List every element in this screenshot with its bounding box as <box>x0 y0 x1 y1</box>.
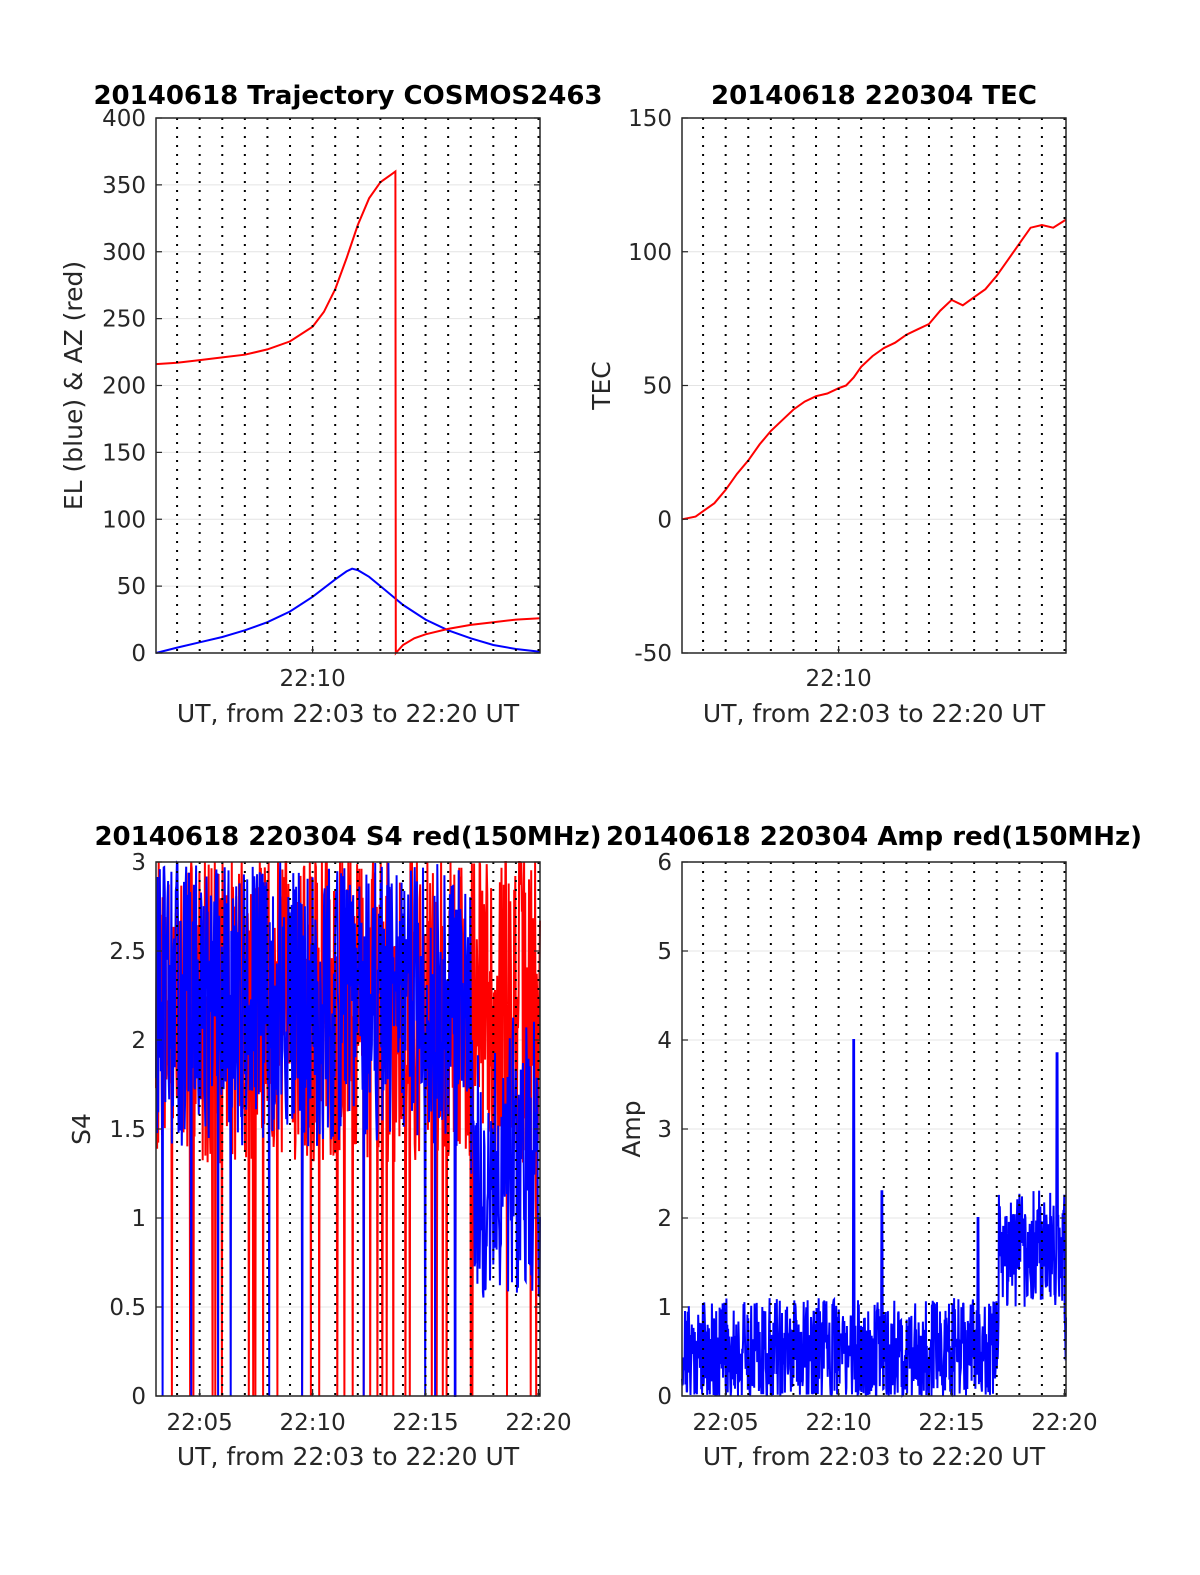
chart-panel-2: -50 0 50 100 150 22:10 20140618 220304 TEC UT, … <box>587 81 1067 728</box>
x-tick-label: 22:05 <box>167 1410 233 1436</box>
chart-title: 20140618 220304 S4 red(150MHz) <box>94 822 601 852</box>
chart-panel-3: 0 0.5 1 1.5 2 2.5 3 22:05 22:10 22:15 22:20 2014061… <box>67 822 602 1471</box>
y-tick-label: 2.5 <box>109 939 146 965</box>
y-axis-label: TEC <box>587 361 616 411</box>
x-tick-label: 22:10 <box>805 1410 871 1436</box>
y-tick-label: 1 <box>657 1295 672 1321</box>
data-series-2 <box>155 860 541 1397</box>
x-axis-label: UT, from 22:03 to 22:20 UT <box>177 699 520 728</box>
x-tick-label: 22:10 <box>279 1410 345 1436</box>
y-tick-label: 0 <box>131 1384 146 1410</box>
chart-title: 20140618 220304 TEC <box>711 81 1037 111</box>
x-axis-label: UT, from 22:03 to 22:20 UT <box>177 1442 520 1471</box>
x-tick-label: 22:15 <box>392 1410 458 1436</box>
y-tick-label: 5 <box>657 939 672 965</box>
x-tick-label: 22:10 <box>279 666 345 692</box>
chart-panel-4: 0 1 2 3 4 5 6 22:05 22:10 22:15 22:20 20140618 2203… <box>606 822 1142 1471</box>
data-series-2 <box>155 169 541 656</box>
x-tick-label: 22:10 <box>805 666 871 692</box>
y-tick-label: 150 <box>102 440 146 466</box>
data-series-1 <box>681 1039 1067 1398</box>
y-tick-label: 100 <box>102 507 146 533</box>
y-tick-label: 0 <box>131 641 146 667</box>
y-axis-label: EL (blue) & AZ (red) <box>59 261 88 510</box>
y-tick-label: 4 <box>657 1028 672 1054</box>
chart-title: 20140618 Trajectory COSMOS2463 <box>93 81 602 111</box>
y-axis-label: S4 <box>67 1113 96 1145</box>
y-tick-label: 2 <box>131 1028 146 1054</box>
y-tick-label: 1 <box>131 1206 146 1232</box>
x-tick-label: 22:05 <box>693 1410 759 1436</box>
data-series-1 <box>681 218 1067 521</box>
y-tick-label: 0 <box>657 1384 672 1410</box>
x-tick-label: 22:20 <box>505 1410 571 1436</box>
y-tick-label: 0 <box>657 507 672 533</box>
y-tick-label: 2 <box>657 1206 672 1232</box>
y-tick-label: 0.5 <box>109 1295 146 1321</box>
x-axis-label: UT, from 22:03 to 22:20 UT <box>703 1442 1046 1471</box>
x-tick-label: 22:15 <box>918 1410 984 1436</box>
y-tick-label: 250 <box>102 307 146 333</box>
y-tick-label: 150 <box>628 106 672 132</box>
data-series-1 <box>155 567 541 654</box>
y-tick-label: 200 <box>102 374 146 400</box>
y-tick-label: 100 <box>628 240 672 266</box>
chart-title: 20140618 220304 Amp red(150MHz) <box>606 822 1142 852</box>
x-axis-label: UT, from 22:03 to 22:20 UT <box>703 699 1046 728</box>
y-tick-label: 400 <box>102 106 146 132</box>
y-tick-label: 3 <box>131 850 146 876</box>
y-tick-label: 350 <box>102 173 146 199</box>
y-tick-label: 6 <box>657 850 672 876</box>
y-tick-label: 3 <box>657 1117 672 1143</box>
y-tick-label: 50 <box>117 574 146 600</box>
y-axis-label: Amp <box>617 1100 646 1157</box>
y-tick-label: -50 <box>634 641 672 667</box>
y-tick-label: 1.5 <box>109 1117 146 1143</box>
y-tick-label: 300 <box>102 240 146 266</box>
x-tick-label: 22:20 <box>1031 1410 1097 1436</box>
chart-panel-1: 0 50 100 150 200 250 300 350 400 22:10 20140618 Tr… <box>59 81 603 728</box>
y-tick-label: 50 <box>643 374 672 400</box>
